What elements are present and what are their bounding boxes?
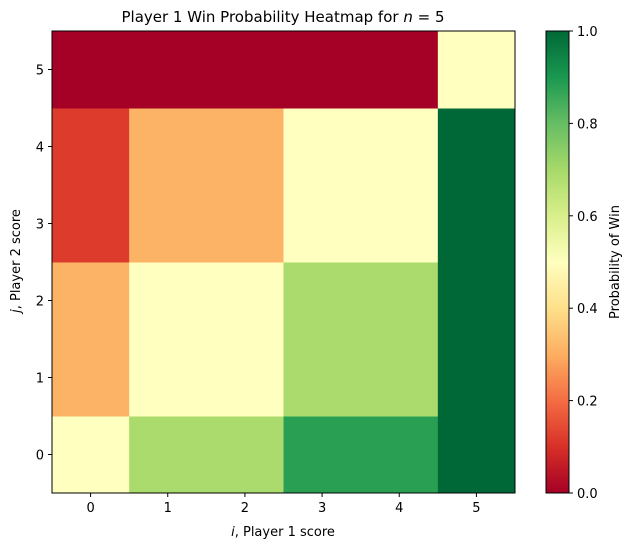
heatmap-cell	[206, 416, 284, 494]
heatmap-cell	[283, 185, 362, 263]
heatmap-cell	[283, 262, 362, 340]
heatmap-cell	[52, 416, 130, 494]
x-tick-label: 2	[241, 501, 249, 516]
x-axis: 0 1 2 3 4 5	[86, 493, 481, 516]
plot-frame	[51, 30, 516, 494]
heatmap-cell	[129, 339, 207, 417]
colorbar-label: Probability of Win	[608, 205, 623, 319]
heatmap-cell	[129, 31, 207, 109]
heatmap-cell	[206, 262, 284, 340]
x-axis-label: i, Player 1 score	[231, 525, 335, 540]
x-tick-label: 4	[395, 501, 403, 516]
y-axis: 0 1 2 3 4 5	[36, 64, 52, 464]
heatmap-cell	[360, 339, 439, 417]
x-tick-label: 1	[164, 501, 172, 516]
heatmap-cell	[283, 416, 362, 494]
heatmap-cell	[52, 339, 130, 417]
colorbar-tick-label: 0.4	[577, 302, 598, 317]
heatmap-cell	[52, 31, 130, 109]
heatmap-cell	[437, 31, 516, 109]
colorbar-tick-label: 0.2	[577, 395, 598, 410]
heatmap-cell	[360, 262, 439, 340]
heatmap-cell	[52, 262, 130, 340]
y-tick-label: 5	[36, 64, 44, 79]
y-tick-label: 4	[36, 141, 44, 156]
heatmap-cell	[437, 108, 516, 186]
heatmap-cell	[283, 31, 362, 109]
y-axis-label: j, Player 2 score	[9, 209, 24, 315]
y-tick-label: 3	[36, 218, 44, 233]
heatmap-cell	[437, 185, 516, 263]
heatmap-cell	[283, 339, 362, 417]
chart-title: Player 1 Win Probability Heatmap for n =…	[121, 8, 444, 26]
colorbar-tick-label: 0.0	[577, 487, 598, 502]
y-tick-label: 0	[36, 449, 44, 464]
heatmap-cell	[206, 339, 284, 417]
heatmap-cell	[129, 262, 207, 340]
heatmap-cell	[206, 31, 284, 109]
heatmap-cell	[129, 416, 207, 494]
y-tick-label: 1	[36, 372, 44, 387]
x-tick-label: 5	[472, 501, 480, 516]
heatmap-cell	[360, 108, 439, 186]
heatmap-cell	[360, 31, 439, 109]
heatmap-cell	[360, 416, 439, 494]
heatmap-cell	[129, 185, 207, 263]
colorbar-tick-label: 1.0	[577, 25, 598, 40]
heatmap-cell	[52, 108, 130, 186]
heatmap-cell	[283, 108, 362, 186]
heatmap-cell	[206, 108, 284, 186]
heatmap-cell	[52, 185, 130, 263]
y-tick-label: 2	[36, 295, 44, 310]
heatmap-cells	[52, 31, 516, 494]
colorbar	[545, 30, 570, 494]
colorbar-tick-label: 0.6	[577, 210, 598, 225]
heatmap-cell	[129, 108, 207, 186]
x-tick-label: 0	[86, 501, 94, 516]
heatmap-cell	[437, 339, 516, 417]
heatmap-cell	[437, 262, 516, 340]
colorbar-axis: 0.0 0.2 0.4 0.6 0.8 1.0	[569, 25, 598, 502]
heatmap-cell	[437, 416, 516, 494]
heatmap-cell	[206, 185, 284, 263]
heatmap-cell	[360, 185, 439, 263]
x-tick-label: 3	[318, 501, 326, 516]
colorbar-tick-label: 0.8	[577, 117, 598, 132]
